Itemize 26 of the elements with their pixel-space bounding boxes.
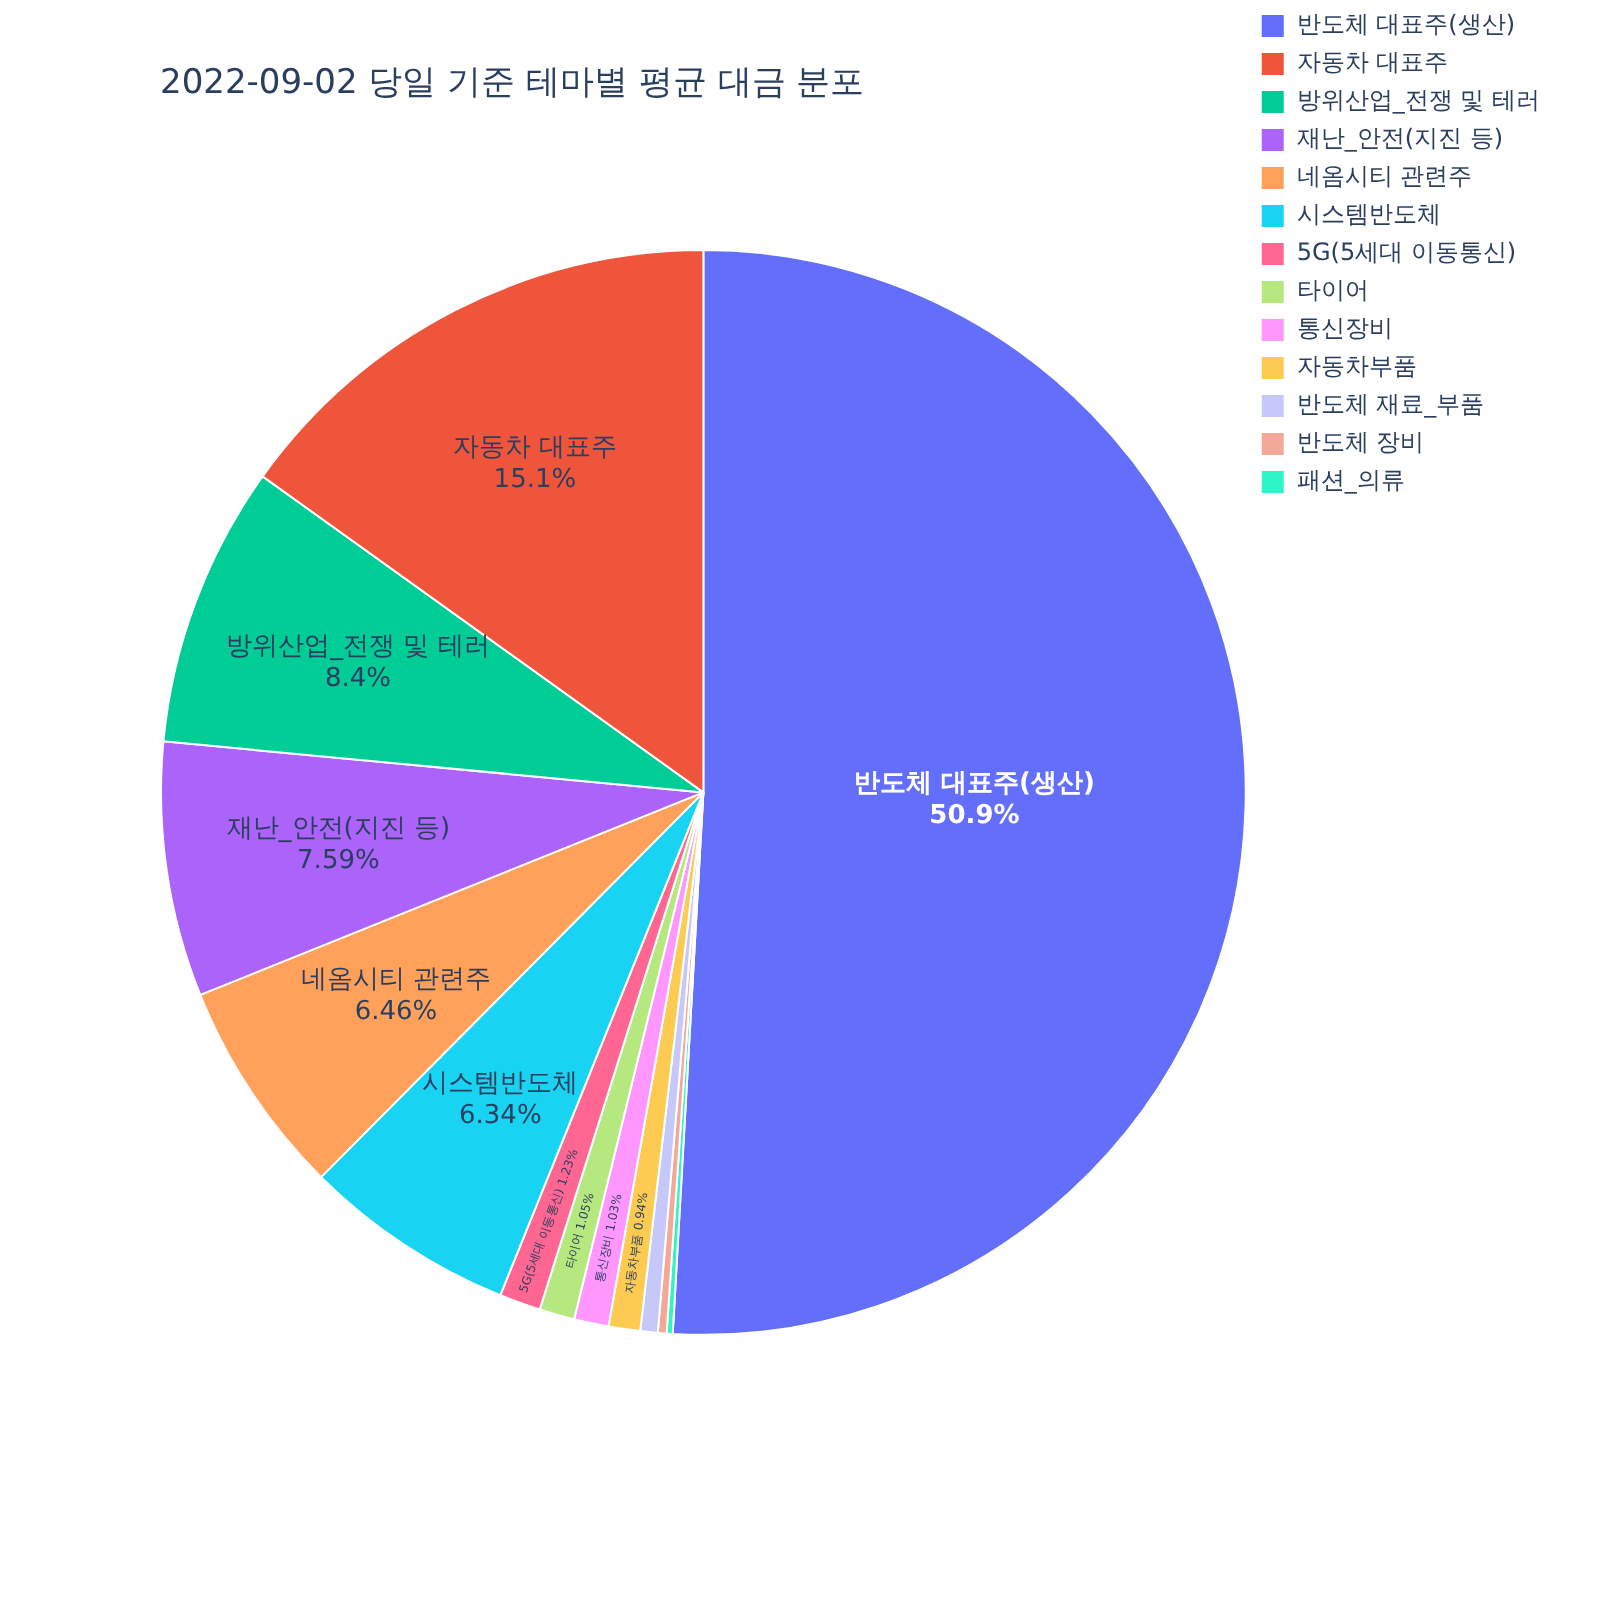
text: 2022-09-02 당일 기준 테마별 평균 대금 분포 — [160, 63, 865, 104]
data-label: 6.46% — [354, 996, 438, 1027]
slice-label: 시스템반도체 — [422, 1069, 579, 1100]
data-label: 15.1% — [493, 465, 577, 496]
data-label: 6.34% — [458, 1101, 542, 1132]
legend-label: 5G(5세대 이동통신) — [1296, 238, 1517, 267]
data-label: 8.4% — [324, 663, 391, 694]
slice-label: 자동차 대표주 — [452, 433, 618, 464]
legend-label: 자동차 대표주 — [1296, 48, 1449, 77]
legend-label: 시스템반도체 — [1296, 200, 1441, 229]
legend-label: 네옴시티 관련주 — [1296, 162, 1473, 191]
legend-label: 방위산업_전쟁 및 테러 — [1296, 86, 1541, 115]
legend-label: 통신장비 — [1296, 314, 1393, 343]
legend-label: 반도체 장비 — [1296, 428, 1425, 457]
data-label: 7.59% — [297, 846, 380, 877]
slice-label: 방위산업_전쟁 및 테러 — [226, 631, 490, 662]
legend-label: 자동차부품 — [1296, 352, 1417, 381]
legend-label: 패션_의류 — [1296, 466, 1405, 495]
slice-label: 반도체 대표주(생산) — [854, 768, 1095, 799]
legend-label: 반도체 대표주(생산) — [1296, 10, 1516, 39]
data-label: 50.9% — [929, 800, 1020, 831]
legend-label: 타이어 — [1296, 276, 1369, 305]
legend-label: 재난_안전(지진 등) — [1296, 124, 1504, 153]
slice-label: 네옴시티 관련주 — [300, 964, 492, 995]
slice-label: 재난_안전(지진 등) — [226, 814, 451, 845]
legend-label: 반도체 재료_부품 — [1296, 390, 1485, 419]
